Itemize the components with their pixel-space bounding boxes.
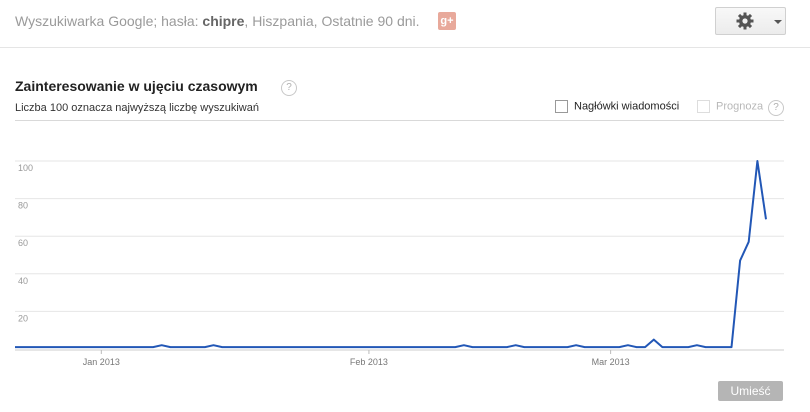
forecast-help-icon[interactable]: ?: [768, 100, 784, 116]
news-headlines-label: Nagłówki wiadomości: [574, 100, 680, 113]
x-tick-label: Jan 2013: [83, 357, 120, 367]
embed-button[interactable]: Umieść: [718, 381, 783, 401]
x-tick-label: Mar 2013: [592, 357, 630, 367]
query-suffix: , Hiszpania, Ostatnie 90 dni.: [244, 13, 420, 29]
forecast-checkbox: [697, 100, 710, 113]
query-prefix: Wyszukiwarka Google; hasła:: [15, 13, 203, 29]
chevron-down-icon: [774, 20, 782, 24]
query-term: chipre: [202, 13, 245, 29]
header-bar: Wyszukiwarka Google; hasła: chipre, Hisz…: [0, 0, 810, 48]
section-subtitle: Liczba 100 oznacza najwyższą liczbę wysz…: [15, 102, 259, 114]
y-tick-label: 80: [18, 201, 28, 211]
gear-icon: [736, 12, 754, 30]
y-tick-label: 60: [18, 238, 28, 248]
search-query-summary: Wyszukiwarka Google; hasła: chipre, Hisz…: [15, 13, 420, 29]
y-tick-label: 40: [18, 276, 28, 286]
help-icon[interactable]: ?: [281, 80, 297, 96]
interest-over-time-chart: 20 40 60 80 100 Jan 2013 Feb 2013 Mar 2013: [15, 160, 784, 367]
forecast-toggle: Prognoza: [697, 100, 763, 113]
section-divider: [15, 120, 784, 121]
forecast-label: Prognoza: [716, 100, 764, 113]
y-tick-label: 20: [18, 313, 28, 323]
google-plus-share-icon[interactable]: g+: [438, 12, 456, 30]
news-headlines-toggle[interactable]: Nagłówki wiadomości: [555, 100, 679, 113]
section-title: Zainteresowanie w ujęciu czasowym: [15, 78, 258, 94]
y-tick-label: 100: [18, 163, 33, 173]
settings-menu-button[interactable]: [715, 7, 786, 35]
news-headlines-checkbox[interactable]: [555, 100, 568, 113]
x-tick-label: Feb 2013: [350, 357, 388, 367]
series-line[interactable]: [15, 160, 767, 349]
